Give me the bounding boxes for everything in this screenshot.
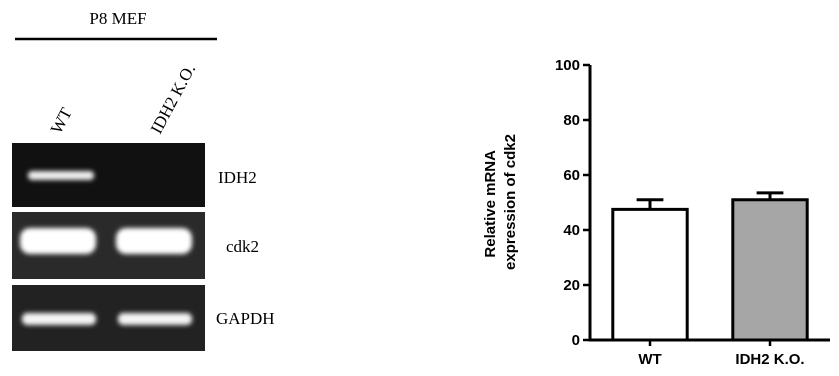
y-tick-label: 40	[563, 222, 580, 239]
y-axis-label: Relative mRNA expression of cdk2	[482, 134, 519, 270]
y-axis-label-line: expression of cdk2	[502, 134, 519, 270]
gel-header: P8 MEF	[89, 9, 146, 28]
lane-label: IDH2 K.O.	[147, 61, 199, 137]
y-tick-label: 100	[555, 57, 580, 74]
y-tick-label: 80	[563, 112, 580, 129]
x-tick-label: WT	[638, 351, 661, 368]
y-axis-label-line: Relative mRNA	[482, 150, 499, 258]
y-tick-label: 60	[563, 167, 580, 184]
bar-chart: 0 20 40 60 80 100 WT IDH2 K.O.	[555, 57, 830, 368]
band-label: GAPDH	[216, 309, 275, 328]
y-tick-label: 20	[563, 277, 580, 294]
band-label: IDH2	[218, 168, 257, 187]
band-label: cdk2	[226, 237, 259, 256]
y-tick-label: 0	[572, 332, 580, 349]
gel-image	[12, 143, 205, 351]
bar	[613, 209, 687, 340]
figure: P8 MEF WT IDH2 K.O. IDH2 cdk2 GAPDH Rela…	[0, 0, 839, 376]
x-tick-label: IDH2 K.O.	[735, 351, 804, 368]
bar	[733, 200, 807, 340]
lane-label: WT	[47, 104, 76, 137]
